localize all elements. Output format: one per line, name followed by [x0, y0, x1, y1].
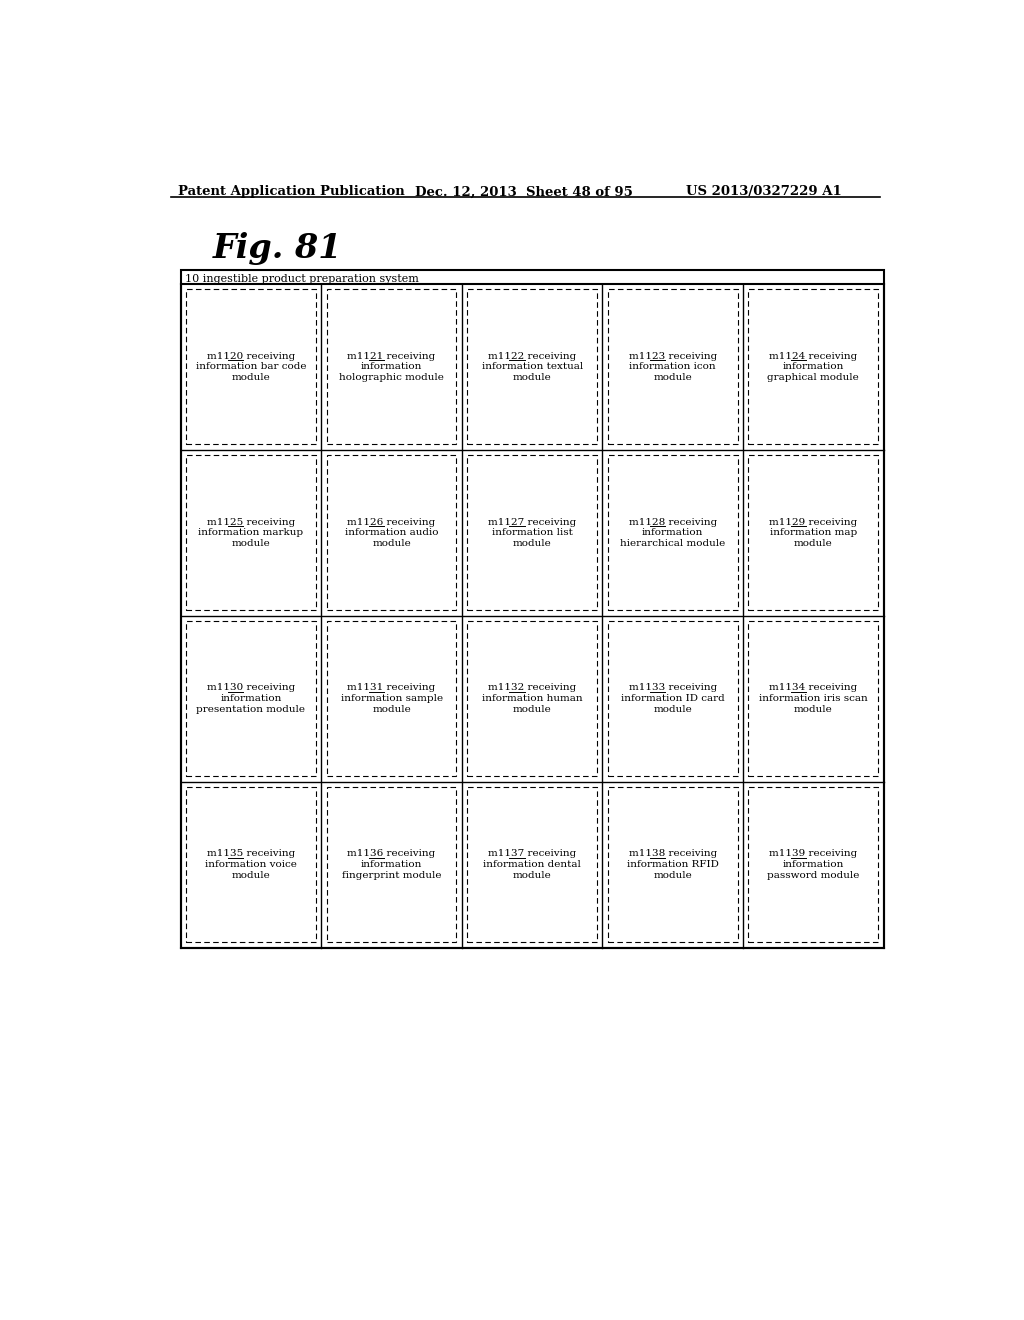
Text: module: module [653, 871, 692, 880]
Bar [749, 622, 879, 776]
Text: m1128 receiving: m1128 receiving [629, 517, 717, 527]
Text: information: information [782, 861, 844, 869]
Text: graphical module: graphical module [767, 374, 859, 383]
Bar [467, 787, 597, 942]
Text: Dec. 12, 2013  Sheet 48 of 95: Dec. 12, 2013 Sheet 48 of 95 [415, 185, 633, 198]
Text: m1120 receiving: m1120 receiving [207, 351, 295, 360]
Text: m1131 receiving: m1131 receiving [347, 684, 435, 693]
Text: m1137 receiving: m1137 receiving [488, 849, 577, 858]
Text: m1126 receiving: m1126 receiving [347, 517, 435, 527]
Text: m1134 receiving: m1134 receiving [769, 684, 857, 693]
Text: information list: information list [492, 528, 572, 537]
Text: module: module [513, 871, 552, 880]
Text: password module: password module [767, 871, 859, 880]
Text: information map: information map [770, 528, 857, 537]
Text: information audio: information audio [345, 528, 438, 537]
Text: information: information [360, 861, 422, 869]
Text: information: information [782, 363, 844, 371]
Text: hierarchical module: hierarchical module [621, 539, 725, 548]
Text: information textual: information textual [481, 363, 583, 371]
Bar [186, 289, 315, 445]
Text: module: module [794, 705, 833, 714]
Bar [608, 622, 737, 776]
Text: US 2013/0327229 A1: US 2013/0327229 A1 [686, 185, 842, 198]
Text: module: module [513, 374, 552, 383]
Text: m1122 receiving: m1122 receiving [488, 351, 577, 360]
Text: m1127 receiving: m1127 receiving [488, 517, 577, 527]
Bar [186, 455, 315, 610]
Bar [186, 787, 315, 942]
Text: module: module [372, 539, 411, 548]
Text: information sample: information sample [341, 694, 442, 704]
Text: m1139 receiving: m1139 receiving [769, 849, 857, 858]
Text: information markup: information markup [199, 528, 303, 537]
Text: m1125 receiving: m1125 receiving [207, 517, 295, 527]
Text: information: information [220, 694, 282, 704]
Text: information: information [360, 363, 422, 371]
Bar [327, 289, 457, 445]
Text: information RFID: information RFID [627, 861, 719, 869]
Text: m1135 receiving: m1135 receiving [207, 849, 295, 858]
Text: m1133 receiving: m1133 receiving [629, 684, 717, 693]
Text: information human: information human [482, 694, 583, 704]
Text: m1124 receiving: m1124 receiving [769, 351, 857, 360]
Text: 10 ingestible product preparation system: 10 ingestible product preparation system [185, 275, 419, 284]
Bar [186, 622, 315, 776]
Text: module: module [513, 539, 552, 548]
Bar [327, 622, 457, 776]
Text: module: module [231, 871, 270, 880]
Text: Patent Application Publication: Patent Application Publication [178, 185, 406, 198]
Text: information dental: information dental [483, 861, 581, 869]
Bar [749, 455, 879, 610]
Text: m1132 receiving: m1132 receiving [488, 684, 577, 693]
Bar [327, 455, 457, 610]
Text: module: module [794, 539, 833, 548]
Text: information iris scan: information iris scan [759, 694, 867, 704]
Text: Fig. 81: Fig. 81 [213, 231, 343, 264]
Text: module: module [653, 705, 692, 714]
Bar [749, 289, 879, 445]
Bar [327, 787, 457, 942]
Text: module: module [513, 705, 552, 714]
Text: m1136 receiving: m1136 receiving [347, 849, 435, 858]
Bar [180, 271, 884, 948]
Bar [608, 455, 737, 610]
Text: holographic module: holographic module [339, 374, 444, 383]
Text: m1121 receiving: m1121 receiving [347, 351, 435, 360]
Bar [608, 787, 737, 942]
Text: information ID card: information ID card [621, 694, 725, 704]
Text: m1129 receiving: m1129 receiving [769, 517, 857, 527]
Bar [467, 622, 597, 776]
Bar [467, 289, 597, 445]
Text: module: module [231, 539, 270, 548]
Bar [608, 289, 737, 445]
Text: information bar code: information bar code [196, 363, 306, 371]
Text: information voice: information voice [205, 861, 297, 869]
Text: m1138 receiving: m1138 receiving [629, 849, 717, 858]
Text: fingerprint module: fingerprint module [342, 871, 441, 880]
Text: module: module [653, 374, 692, 383]
Text: m1123 receiving: m1123 receiving [629, 351, 717, 360]
Text: information: information [642, 528, 703, 537]
Bar [467, 455, 597, 610]
Text: presentation module: presentation module [197, 705, 305, 714]
Text: m1130 receiving: m1130 receiving [207, 684, 295, 693]
Bar [749, 787, 879, 942]
Text: module: module [231, 374, 270, 383]
Text: information icon: information icon [630, 363, 716, 371]
Text: module: module [372, 705, 411, 714]
